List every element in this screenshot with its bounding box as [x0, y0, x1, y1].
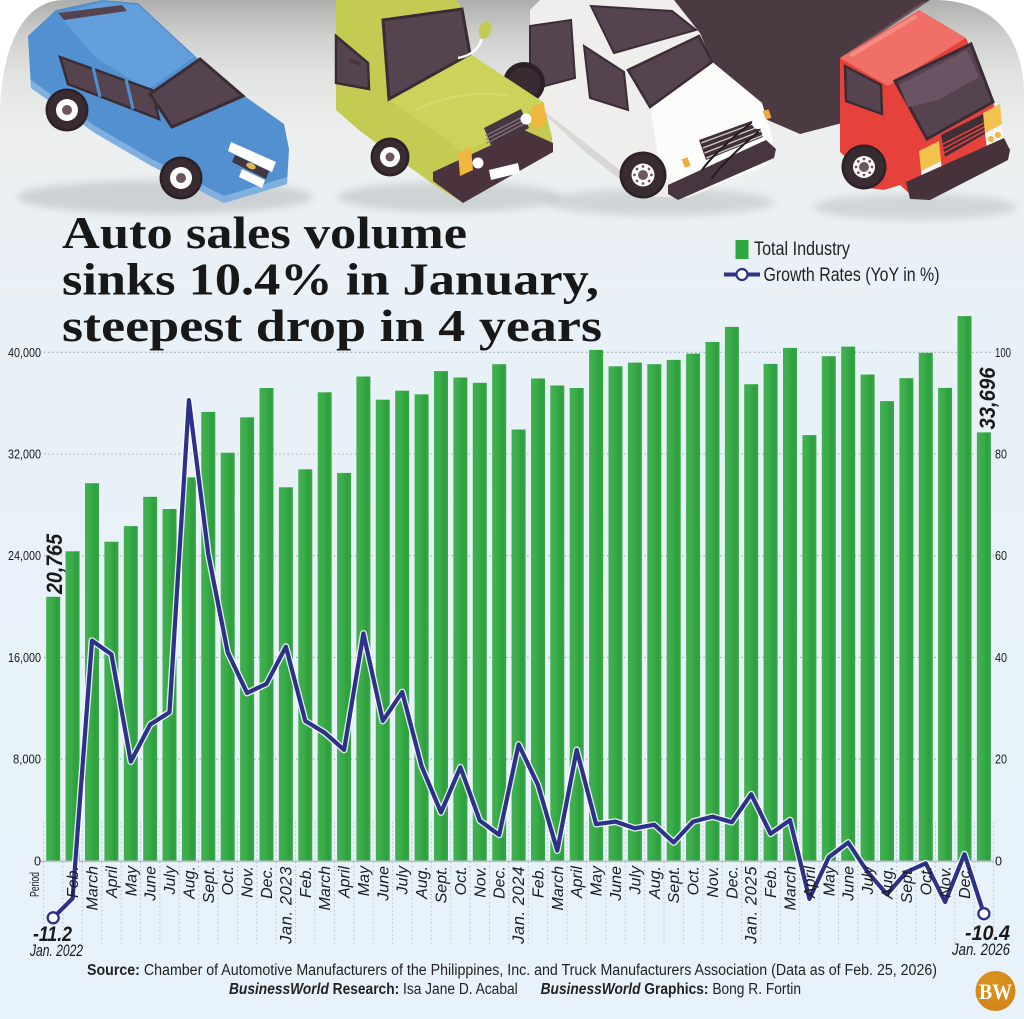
- svg-text:Jan. 2026: Jan. 2026: [951, 941, 1010, 959]
- svg-text:March: March: [783, 866, 800, 911]
- svg-text:Nov.: Nov.: [938, 866, 955, 898]
- svg-text:Jan. 2023: Jan. 2023: [277, 866, 295, 945]
- svg-text:April: April: [337, 866, 354, 899]
- svg-text:-11.2: -11.2: [33, 923, 72, 946]
- svg-text:June: June: [143, 866, 160, 902]
- svg-text:0: 0: [34, 853, 41, 868]
- svg-text:June: June: [608, 866, 625, 902]
- svg-text:40,000: 40,000: [8, 345, 41, 360]
- svg-text:Sept.: Sept.: [434, 866, 451, 903]
- svg-text:Nov.: Nov.: [240, 866, 257, 898]
- svg-text:20,765: 20,765: [42, 533, 67, 595]
- svg-text:July: July: [395, 865, 412, 895]
- svg-text:Jan. 2022: Jan. 2022: [29, 942, 83, 960]
- svg-text:Feb.: Feb.: [298, 866, 315, 898]
- svg-text:Jan. 2025: Jan. 2025: [743, 866, 761, 945]
- svg-text:Source: Chamber of Automotive: Source: Chamber of Automotive Manufactur…: [87, 962, 937, 979]
- svg-text:Oct.: Oct.: [686, 866, 703, 895]
- svg-text:0: 0: [995, 853, 1002, 868]
- svg-text:Growth Rates (YoY in %): Growth Rates (YoY in %): [764, 265, 940, 286]
- svg-text:80: 80: [995, 447, 1007, 462]
- svg-text:Total Industry: Total Industry: [754, 239, 850, 260]
- svg-text:Aug.: Aug.: [414, 866, 431, 900]
- svg-text:-10.4: -10.4: [965, 922, 1010, 945]
- svg-text:June: June: [375, 866, 392, 902]
- svg-text:April: April: [569, 866, 586, 899]
- svg-text:BusinessWorld Research: Isa Ja: BusinessWorld Research: Isa Jane D. Acab…: [229, 981, 801, 998]
- svg-text:Aug.: Aug.: [647, 866, 664, 900]
- svg-text:May: May: [356, 865, 373, 896]
- svg-text:24,000: 24,000: [8, 548, 41, 563]
- svg-text:March: March: [317, 866, 334, 911]
- svg-text:16,000: 16,000: [8, 650, 41, 665]
- svg-text:Dec.: Dec.: [259, 866, 276, 899]
- svg-text:Aug.: Aug.: [879, 866, 896, 900]
- svg-text:100: 100: [995, 345, 1011, 360]
- svg-text:Oct.: Oct.: [918, 866, 935, 895]
- svg-text:Feb.: Feb.: [763, 866, 780, 898]
- svg-text:Jan. 2024: Jan. 2024: [510, 866, 528, 945]
- svg-text:July: July: [860, 865, 877, 895]
- svg-text:20: 20: [995, 752, 1007, 767]
- svg-text:Sept.: Sept.: [201, 866, 218, 903]
- svg-text:Aug.: Aug.: [181, 866, 198, 900]
- svg-text:May: May: [123, 865, 140, 896]
- svg-text:33,696: 33,696: [975, 367, 1000, 430]
- svg-text:Sept.: Sept.: [899, 866, 916, 903]
- svg-text:Oct.: Oct.: [453, 866, 470, 895]
- svg-text:40: 40: [995, 650, 1007, 665]
- svg-text:Oct.: Oct.: [220, 866, 237, 895]
- svg-text:Sept.: Sept.: [666, 866, 683, 903]
- svg-text:steepest drop in 4 years: steepest drop in 4 years: [62, 300, 602, 351]
- svg-text:April: April: [802, 866, 819, 899]
- svg-text:60: 60: [995, 548, 1007, 563]
- svg-text:March: March: [550, 866, 567, 911]
- svg-text:May: May: [589, 865, 606, 896]
- svg-text:BW: BW: [979, 979, 1012, 1004]
- svg-text:Dec.: Dec.: [492, 866, 509, 899]
- svg-text:May: May: [821, 865, 838, 896]
- svg-text:Period: Period: [28, 872, 42, 897]
- svg-text:July: July: [627, 865, 644, 895]
- svg-text:Feb.: Feb.: [65, 866, 82, 898]
- svg-text:July: July: [162, 865, 179, 895]
- svg-text:Dec.: Dec.: [724, 866, 741, 899]
- svg-text:June: June: [841, 866, 858, 902]
- svg-text:Auto sales volume: Auto sales volume: [62, 207, 467, 258]
- svg-text:8,000: 8,000: [13, 752, 41, 767]
- svg-text:Nov.: Nov.: [472, 866, 489, 898]
- svg-text:April: April: [104, 866, 121, 899]
- svg-text:sinks 10.4% in January,: sinks 10.4% in January,: [62, 254, 599, 305]
- svg-text:Dec.: Dec.: [957, 866, 974, 899]
- svg-text:Nov.: Nov.: [705, 866, 722, 898]
- svg-text:March: March: [84, 866, 101, 911]
- svg-text:Feb.: Feb.: [530, 866, 547, 898]
- svg-text:32,000: 32,000: [8, 447, 41, 462]
